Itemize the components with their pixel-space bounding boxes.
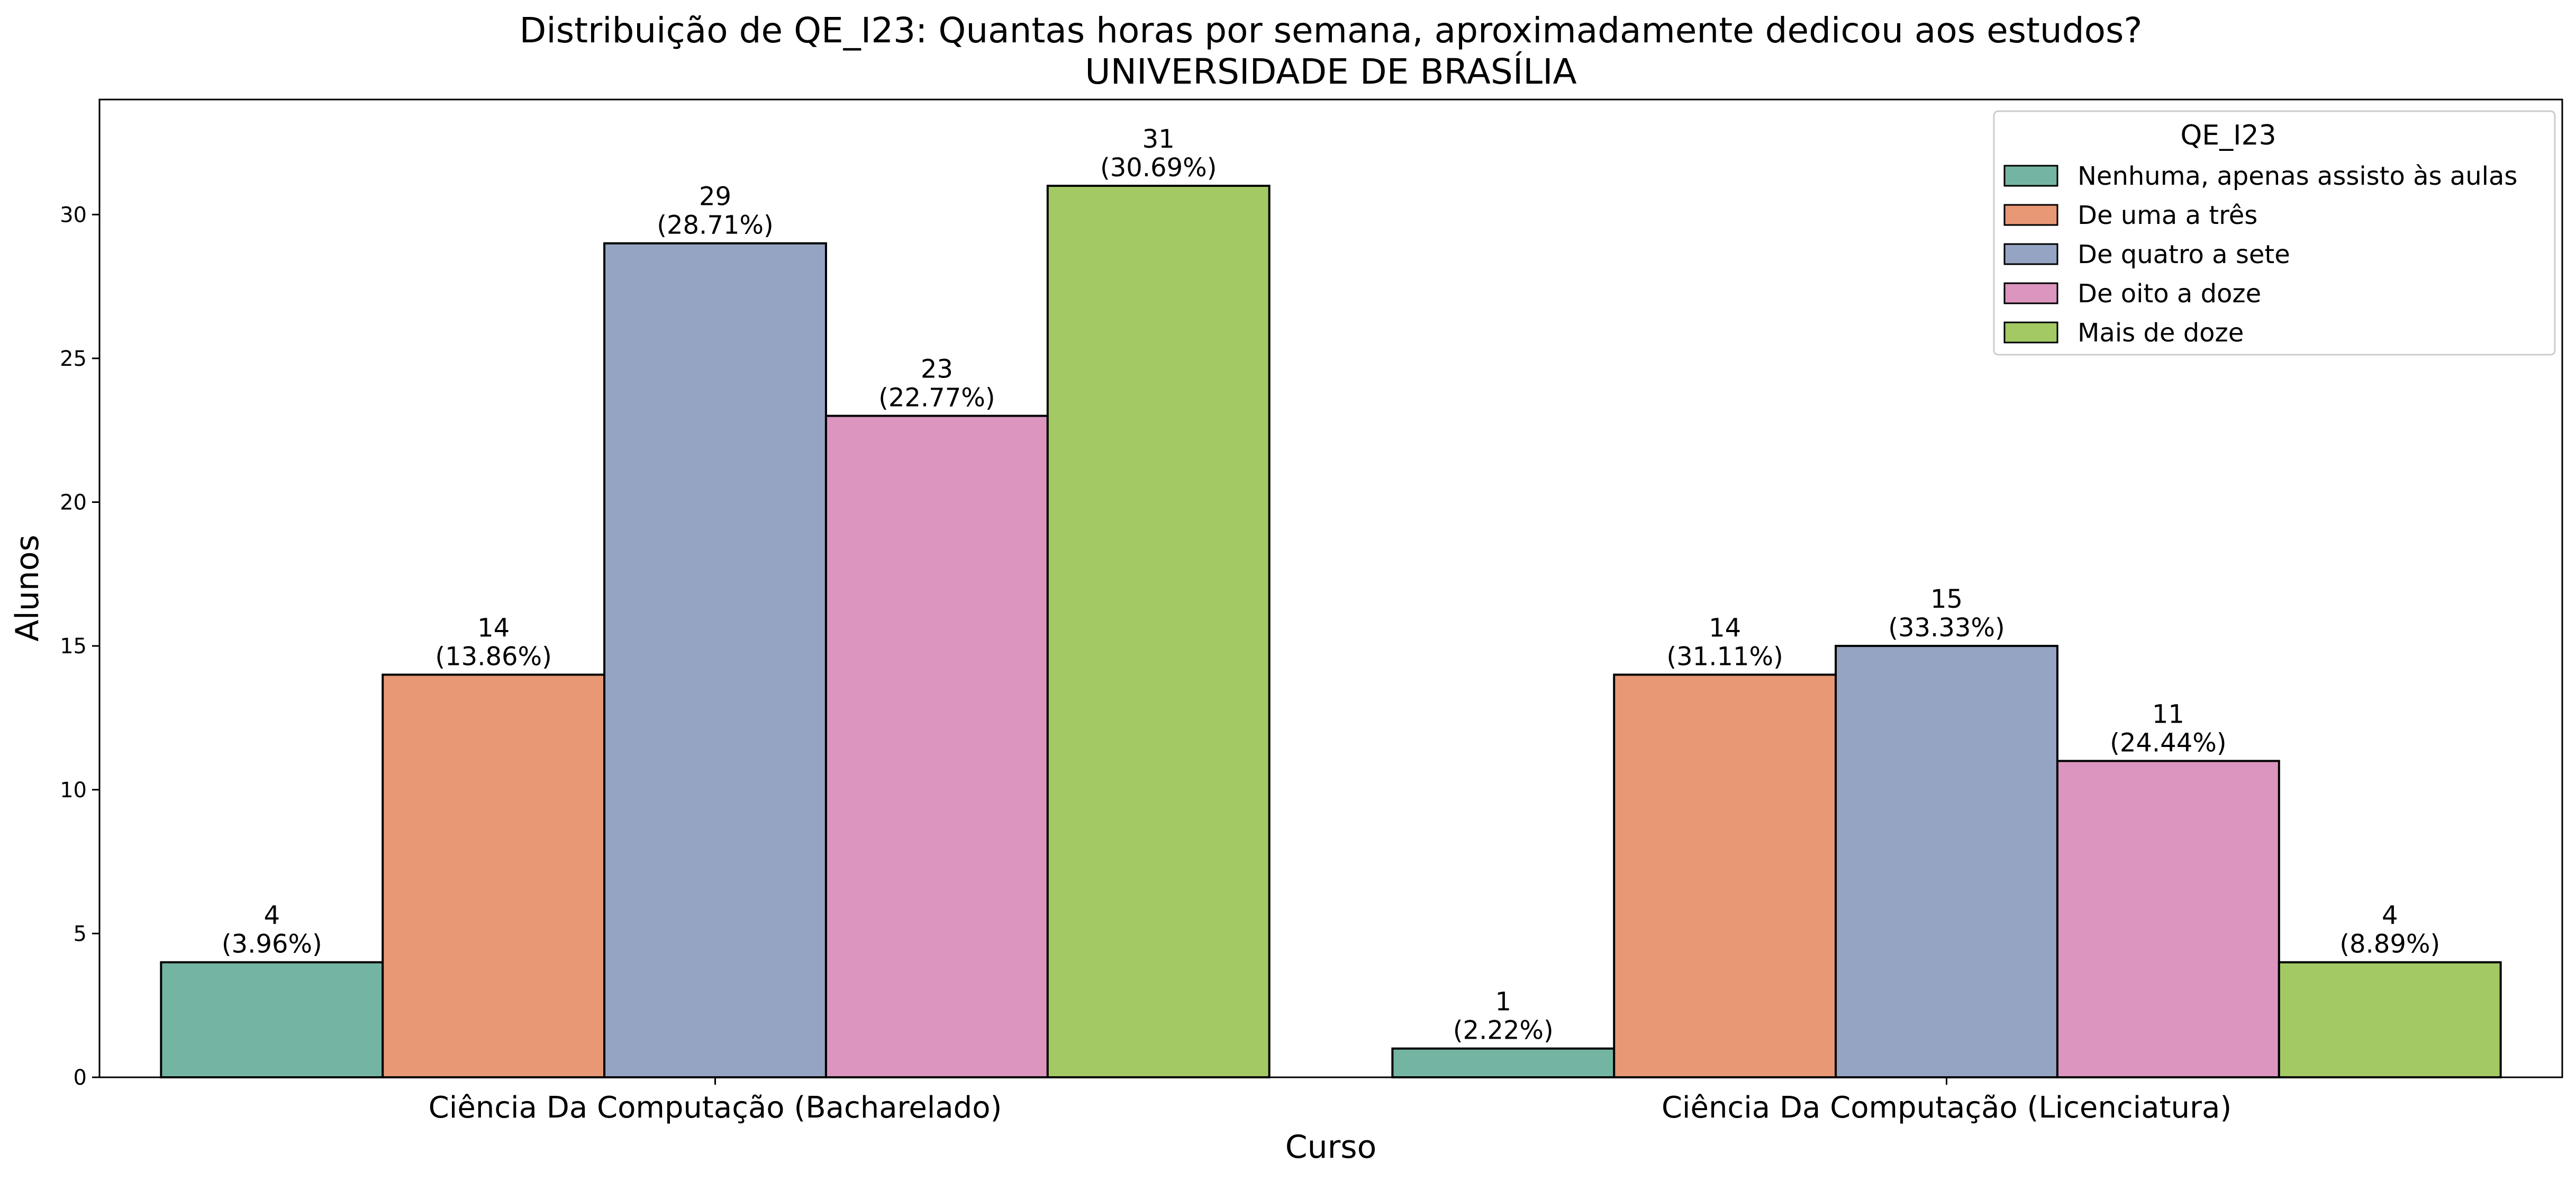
bar-percent-label-series-3-cat-0: (22.77%) bbox=[878, 383, 995, 413]
legend-swatch-3 bbox=[2003, 282, 2058, 304]
bar-percent-label-series-4-cat-0: (30.69%) bbox=[1100, 153, 1217, 183]
bars-layer bbox=[160, 184, 2502, 1079]
legend-swatch-2 bbox=[2003, 243, 2058, 265]
bar-series-0-cat-1 bbox=[1391, 1047, 1616, 1079]
bar-value-label-series-3-cat-1: 11 bbox=[2152, 699, 2184, 729]
bar-series-1-cat-1 bbox=[1613, 673, 1837, 1078]
legend-label-0: Nenhuma, apenas assisto às aulas bbox=[2078, 161, 2517, 191]
legend-label-1: De uma a três bbox=[2078, 201, 2257, 230]
plot-frame bbox=[98, 98, 2563, 1078]
y-tick-label-0: 0 bbox=[74, 1066, 87, 1090]
bar-percent-label-series-0-cat-0: (3.96%) bbox=[222, 930, 322, 959]
bar-value-label-series-0-cat-1: 1 bbox=[1495, 987, 1512, 1017]
legend-label-2: De quatro a sete bbox=[2078, 240, 2290, 269]
bar-series-1-cat-0 bbox=[382, 673, 606, 1078]
bar-value-label-series-0-cat-0: 4 bbox=[264, 901, 280, 931]
bar-series-4-cat-0 bbox=[1046, 184, 1271, 1078]
chart-subtitle: UNIVERSIDADE DE BRASÍLIA bbox=[1085, 51, 1576, 92]
bar-value-label-series-3-cat-0: 23 bbox=[921, 355, 953, 384]
x-axis: Ciência Da Computação (Bacharelado) Ciênc… bbox=[429, 1077, 2232, 1125]
y-axis-label: Alunos bbox=[9, 535, 46, 642]
legend-title: QE_I23 bbox=[2180, 120, 2276, 151]
y-tick-label-6: 30 bbox=[60, 203, 87, 227]
legend: QE_I23 Nenhuma, apenas assisto às aulas D… bbox=[1993, 110, 2556, 356]
bar-percent-label-series-2-cat-1: (33.33%) bbox=[1888, 613, 2004, 643]
bar-series-2-cat-1 bbox=[1835, 645, 2058, 1079]
y-tick-label-2: 10 bbox=[60, 778, 87, 803]
legend-box bbox=[1993, 110, 2556, 356]
bar-value-label-series-4-cat-0: 31 bbox=[1142, 124, 1175, 154]
bar-percent-label-series-2-cat-0: (28.71%) bbox=[657, 211, 773, 240]
bar-series-3-cat-1 bbox=[2056, 760, 2280, 1078]
bar-percent-label-series-4-cat-1: (8.89%) bbox=[2339, 930, 2440, 959]
bar-percent-label-series-1-cat-1: (31.11%) bbox=[1666, 642, 1783, 671]
bar-value-label-series-2-cat-1: 15 bbox=[1930, 584, 1963, 614]
y-tick-label-4: 20 bbox=[60, 491, 87, 515]
x-tick-label-0: Ciência Da Computação (Bacharelado) bbox=[429, 1091, 1002, 1125]
bar-series-0-cat-0 bbox=[160, 961, 384, 1079]
legend-label-3: De oito a doze bbox=[2078, 279, 2261, 309]
bar-value-label-series-4-cat-1: 4 bbox=[2382, 901, 2398, 931]
bar-percent-label-series-0-cat-1: (2.22%) bbox=[1453, 1016, 1554, 1046]
x-axis-label: Curso bbox=[1285, 1129, 1377, 1166]
y-tick-label-5: 25 bbox=[60, 347, 87, 371]
bar-value-label-series-1-cat-0: 14 bbox=[477, 613, 510, 643]
bar-value-label-series-2-cat-0: 29 bbox=[699, 182, 731, 212]
bar-percent-label-series-3-cat-1: (24.44%) bbox=[2110, 728, 2226, 758]
chart-title: Distribuição de QE_I23: Quantas horas po… bbox=[520, 10, 2143, 51]
bar-value-label-series-1-cat-1: 14 bbox=[1709, 613, 1741, 643]
y-axis: 0 5 10 15 20 25 30 bbox=[60, 203, 99, 1090]
y-tick-label-1: 5 bbox=[74, 922, 87, 946]
bar-series-3-cat-0 bbox=[824, 415, 1049, 1078]
bar-series-4-cat-1 bbox=[2278, 961, 2502, 1079]
y-tick-label-3: 15 bbox=[60, 634, 87, 659]
legend-swatch-4 bbox=[2003, 321, 2058, 344]
bar-percent-label-series-1-cat-0: (13.86%) bbox=[435, 642, 551, 671]
legend-swatch-1 bbox=[2003, 204, 2058, 226]
x-tick-label-1: Ciência Da Computação (Licenciatura) bbox=[1662, 1091, 2232, 1125]
legend-label-4: Mais de doze bbox=[2078, 318, 2244, 348]
data-labels-layer: 4(3.96%)1(2.22%)14(13.86%)14(31.11%)29(2… bbox=[222, 124, 2440, 1046]
legend-swatch-0 bbox=[2003, 165, 2058, 187]
bar-series-2-cat-0 bbox=[603, 242, 827, 1078]
